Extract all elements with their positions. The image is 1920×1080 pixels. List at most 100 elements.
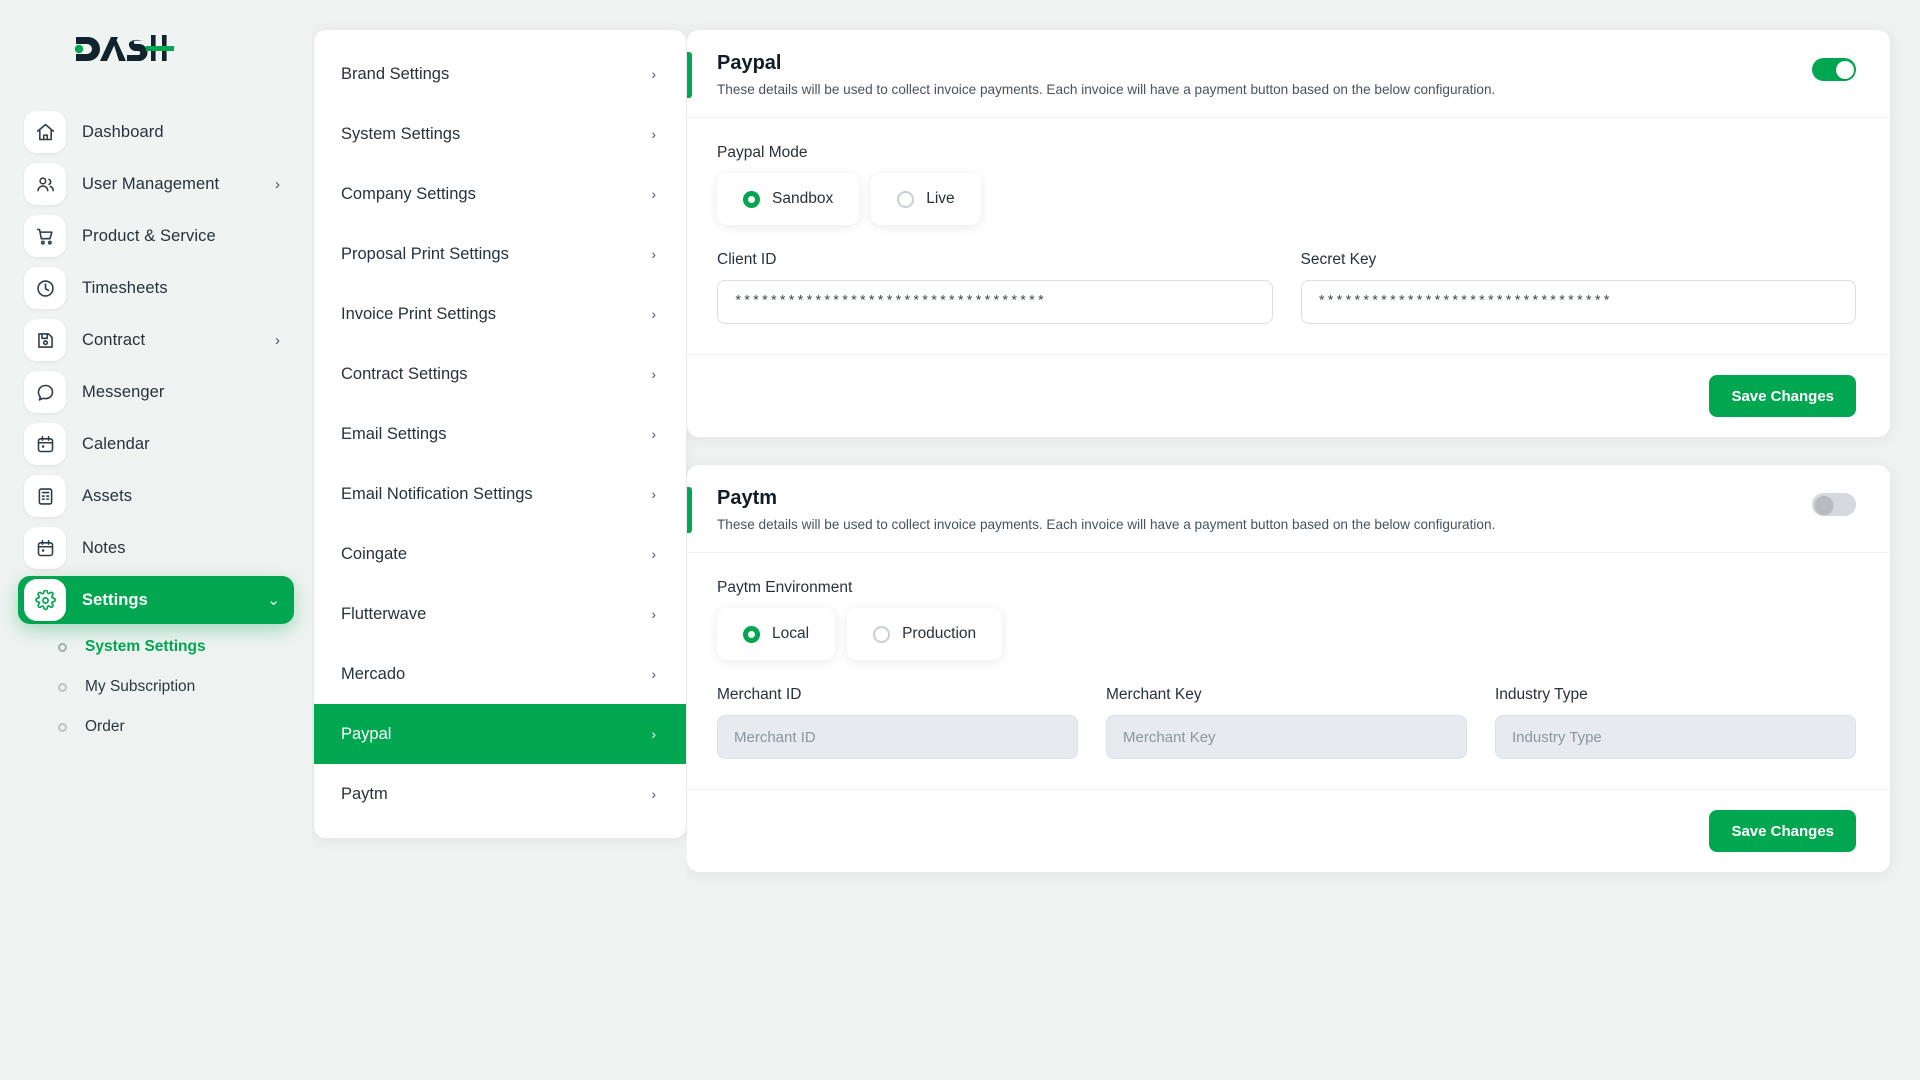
main-content: Paypal These details will be used to col… — [687, 0, 1920, 1080]
home-icon — [24, 111, 66, 153]
paytm-save-changes-button[interactable]: Save Changes — [1709, 810, 1856, 852]
settings-nav-item-paytm[interactable]: Paytm › — [314, 764, 686, 824]
settings-submenu: System Settings My Subscription Order — [0, 638, 312, 736]
paypal-secret-key-group: Secret Key — [1300, 251, 1856, 324]
paypal-mode-option-live[interactable]: Live — [871, 173, 981, 225]
settings-nav-item-invoice-print-settings[interactable]: Invoice Print Settings › — [314, 284, 686, 344]
paytm-environment-option-production[interactable]: Production — [847, 608, 1003, 660]
settings-nav-item-email-settings[interactable]: Email Settings › — [314, 404, 686, 464]
paytm-card: Paytm These details will be used to coll… — [687, 465, 1890, 872]
accent-bar — [687, 52, 692, 98]
notes-icon — [24, 527, 66, 569]
settings-nav-label: Paypal — [341, 724, 392, 743]
save-disk-icon — [24, 319, 66, 361]
chevron-right-icon: › — [651, 786, 656, 802]
paytm-merchant-key-group: Merchant Key — [1106, 686, 1467, 759]
sidebar-item-notes[interactable]: Notes — [18, 524, 294, 572]
settings-nav-item-proposal-print-settings[interactable]: Proposal Print Settings › — [314, 224, 686, 284]
submenu-item-order[interactable]: Order — [58, 718, 312, 736]
settings-nav-label: Mercado — [341, 664, 406, 683]
sidebar-item-product-service[interactable]: Product & Service — [18, 212, 294, 260]
paytm-environment-label: Paytm Environment — [717, 579, 853, 596]
sidebar-item-label: Product & Service — [82, 226, 216, 245]
chevron-right-icon: › — [651, 426, 656, 442]
chevron-right-icon: › — [651, 126, 656, 142]
settings-nav-label: System Settings — [341, 124, 461, 143]
sidebar-item-dashboard[interactable]: Dashboard — [18, 108, 294, 156]
settings-nav-item-flutterwave[interactable]: Flutterwave › — [314, 584, 686, 644]
settings-nav-item-brand-settings[interactable]: Brand Settings › — [314, 44, 686, 104]
paytm-card-body: Paytm Environment Local Production Merch… — [687, 553, 1890, 789]
paypal-mode-option-label: Sandbox — [772, 190, 834, 207]
settings-nav-item-mercado[interactable]: Mercado › — [314, 644, 686, 704]
paytm-environment-option-label: Production — [902, 625, 977, 642]
paytm-card-footer: Save Changes — [687, 789, 1890, 872]
chevron-right-icon: › — [651, 546, 656, 562]
settings-nav-list: Brand Settings › System Settings › Company… — [314, 30, 686, 838]
chevron-right-icon: › — [651, 486, 656, 502]
settings-nav-label: Invoice Print Settings — [341, 304, 496, 323]
sidebar-nav: Dashboard User Management › Product & Se… — [0, 108, 312, 624]
settings-nav-label: Contract Settings — [341, 364, 468, 383]
settings-nav-item-coingate[interactable]: Coingate › — [314, 524, 686, 584]
settings-nav-item-company-settings[interactable]: Company Settings › — [314, 164, 686, 224]
submenu-item-system-settings[interactable]: System Settings — [58, 638, 312, 656]
paytm-merchant-key-input[interactable] — [1106, 715, 1467, 759]
chevron-right-icon: › — [651, 66, 656, 82]
cart-icon — [24, 215, 66, 257]
paytm-merchant-id-input[interactable] — [717, 715, 1078, 759]
settings-nav-item-paypal[interactable]: Paypal › — [314, 704, 686, 764]
sidebar-item-settings[interactable]: Settings ⌄ — [18, 576, 294, 624]
paypal-card-header: Paypal These details will be used to col… — [687, 30, 1890, 118]
paytm-enable-toggle[interactable] — [1812, 493, 1856, 516]
paypal-client-id-input[interactable] — [717, 280, 1273, 324]
paypal-mode-radio-group: Sandbox Live — [717, 173, 1856, 225]
sidebar-item-assets[interactable]: Assets — [18, 472, 294, 520]
radio-selected-icon — [743, 625, 760, 643]
paytm-subtitle: These details will be used to collect in… — [717, 517, 1496, 532]
sidebar-item-timesheets[interactable]: Timesheets — [18, 264, 294, 312]
settings-nav-label: Email Notification Settings — [341, 484, 533, 503]
paypal-enable-toggle[interactable] — [1812, 58, 1856, 81]
paytm-credentials-row: Merchant ID Merchant Key Industry Type — [717, 686, 1856, 759]
paypal-secret-key-input[interactable] — [1300, 280, 1856, 324]
bullet-icon — [58, 722, 67, 732]
settings-nav-label: Company Settings — [341, 184, 476, 203]
sidebar-item-messenger[interactable]: Messenger — [18, 368, 294, 416]
bullet-icon — [58, 642, 67, 652]
chevron-right-icon: › — [651, 666, 656, 682]
chevron-right-icon: › — [275, 175, 280, 193]
paypal-save-changes-button[interactable]: Save Changes — [1709, 375, 1856, 417]
paytm-environment-radio-group: Local Production — [717, 608, 1856, 660]
settings-nav-label: Coingate — [341, 544, 408, 563]
paytm-industry-type-input[interactable] — [1495, 715, 1856, 759]
settings-nav-item-system-settings[interactable]: System Settings › — [314, 104, 686, 164]
users-icon — [24, 163, 66, 205]
paytm-environment-option-label: Local — [772, 625, 810, 642]
brand-logo[interactable] — [0, 0, 312, 92]
sidebar-item-contract[interactable]: Contract › — [18, 316, 294, 364]
gear-icon — [24, 579, 66, 621]
radio-unselected-icon — [873, 625, 891, 643]
toggle-knob-icon — [1814, 495, 1833, 514]
settings-nav-item-email-notification-settings[interactable]: Email Notification Settings › — [314, 464, 686, 524]
settings-nav-item-contract-settings[interactable]: Contract Settings › — [314, 344, 686, 404]
paypal-card-body: Paypal Mode Sandbox Live Client ID — [687, 118, 1890, 354]
calendar-icon — [24, 423, 66, 465]
paytm-industry-type-group: Industry Type — [1495, 686, 1856, 759]
paypal-title: Paypal — [717, 52, 782, 74]
paypal-mode-label: Paypal Mode — [717, 144, 808, 161]
submenu-item-label: Order — [85, 718, 125, 735]
chevron-right-icon: › — [651, 726, 656, 742]
paytm-environment-option-local[interactable]: Local — [717, 608, 836, 660]
clock-icon — [24, 267, 66, 309]
paypal-mode-option-sandbox[interactable]: Sandbox — [717, 173, 860, 225]
sidebar-item-calendar[interactable]: Calendar — [18, 420, 294, 468]
paypal-mode-option-label: Live — [926, 190, 955, 207]
paytm-merchant-id-label: Merchant ID — [717, 686, 802, 703]
submenu-item-my-subscription[interactable]: My Subscription — [58, 678, 312, 696]
settings-nav-label: Brand Settings — [341, 64, 450, 83]
sidebar-item-user-management[interactable]: User Management › — [18, 160, 294, 208]
toggle-knob-icon — [1835, 60, 1854, 79]
paypal-card: Paypal These details will be used to col… — [687, 30, 1890, 437]
